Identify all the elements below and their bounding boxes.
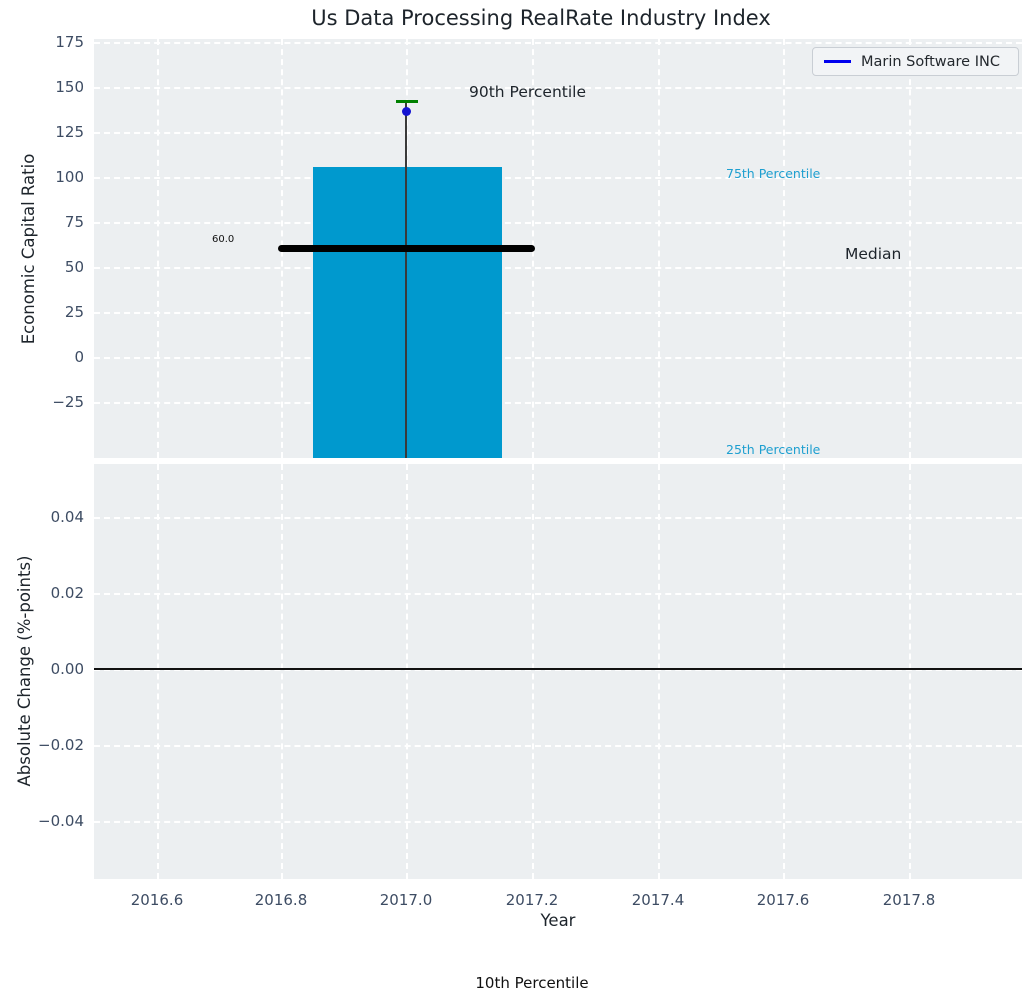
annotation-median: Median [845,245,902,263]
ytick-label: 0.02 [50,584,84,602]
gridline-h [94,357,1022,359]
gridline-v [909,39,911,458]
ytick-label: 150 [55,78,84,96]
gridline-h [94,177,1022,179]
ytick-label: −0.02 [38,736,84,754]
gridline-h [94,87,1022,89]
xtick-label: 2017.6 [756,891,810,909]
gridline-h [94,402,1022,404]
gridline-h [94,517,1022,519]
gridline-v [157,464,159,879]
gridline-h [94,593,1022,595]
ytick-label: 175 [55,33,84,51]
ytick-label: 25 [64,303,84,321]
bottom-plot-area [94,464,1022,879]
p90-cap-marker [396,100,418,103]
percentile-range-bar [313,167,502,458]
annotation-median-value: 60.0 [212,234,235,245]
ytick-label: 0.00 [50,660,84,678]
gridline-v [658,464,660,879]
bottom-y-axis-label: Absolute Change (%-points) [15,555,34,787]
gridline-h [94,669,1022,671]
gridline-v [157,39,159,458]
legend: Marin Software INC [812,47,1019,76]
gridline-v [783,39,785,458]
ytick-label: 0 [74,348,84,366]
x-axis-label: Year [540,911,576,930]
ytick-label: −25 [52,393,84,411]
annotation-25th-percentile: 25th Percentile [726,442,821,457]
figure-caption-10th-percentile: 10th Percentile [475,974,589,992]
gridline-v [532,464,534,879]
xtick-label: 2016.8 [254,891,308,909]
median-line [278,245,535,252]
company-dot-marker [402,107,411,116]
gridline-v [909,464,911,879]
gridline-h [94,132,1022,134]
gridline-v [783,464,785,879]
gridline-h [94,222,1022,224]
gridline-h [94,821,1022,823]
xtick-label: 2016.6 [130,891,184,909]
top-plot-area: Marin Software INC [94,39,1022,458]
annotation-75th-percentile: 75th Percentile [726,166,821,181]
top-y-axis-label: Economic Capital Ratio [19,153,38,345]
legend-label: Marin Software INC [861,53,1000,70]
ytick-label: 50 [64,258,84,276]
xtick-label: 2017.4 [631,891,685,909]
gridline-h [94,42,1022,44]
xtick-label: 2017.8 [882,891,936,909]
chart-title: Us Data Processing RealRate Industry Ind… [311,6,771,30]
xtick-label: 2017.2 [505,891,559,909]
ytick-label: 0.04 [50,508,84,526]
gridline-v [658,39,660,458]
gridline-h [94,267,1022,269]
gridline-h [94,312,1022,314]
legend-line-sample [824,60,851,63]
zero-reference-line [94,668,1022,670]
gridline-v [281,464,283,879]
ytick-label: 100 [55,168,84,186]
gridline-v [406,464,408,879]
ytick-label: 125 [55,123,84,141]
ytick-label: 75 [64,213,84,231]
whisker-line [405,102,407,458]
xtick-label: 2017.0 [379,891,433,909]
gridline-h [94,745,1022,747]
annotation-90th-percentile: 90th Percentile [469,83,587,101]
ytick-label: −0.04 [38,812,84,830]
